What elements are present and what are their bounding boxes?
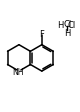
Text: NH: NH: [12, 67, 24, 76]
Text: Cl: Cl: [63, 20, 71, 29]
Text: H: H: [64, 29, 70, 38]
Text: F: F: [39, 30, 44, 39]
Text: Cl: Cl: [67, 21, 75, 30]
Text: H: H: [58, 21, 64, 30]
